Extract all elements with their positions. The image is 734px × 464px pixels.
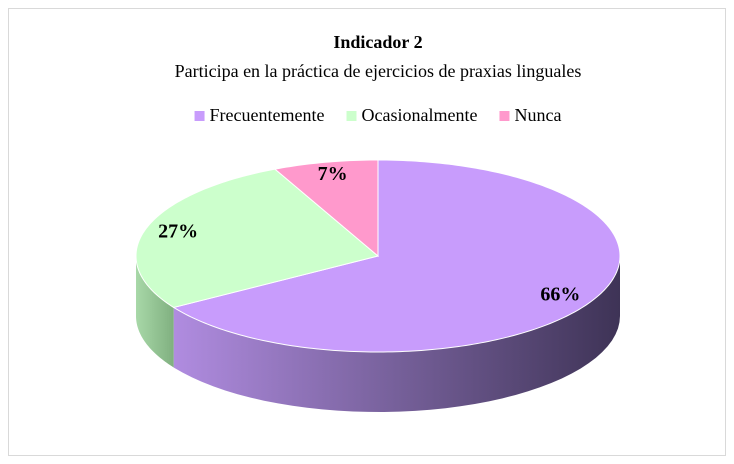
legend-swatch	[499, 111, 510, 121]
pie-slice	[135, 168, 380, 308]
legend-swatch	[194, 111, 205, 121]
legend-item: Frecuentemente	[194, 105, 325, 125]
data-label: 7%	[318, 163, 348, 185]
chart-subtitle: Participa en la práctica de ejercicios d…	[175, 61, 582, 81]
legend-swatch	[346, 111, 357, 121]
legend-item: Ocasionalmente	[346, 105, 478, 125]
legend-item: Nunca	[499, 105, 561, 125]
pie-slice	[273, 159, 379, 258]
chart-title: Indicador 2	[333, 32, 422, 52]
legend-label: Nunca	[514, 105, 561, 125]
pie-slice	[172, 159, 621, 353]
legend-label: Frecuentemente	[210, 105, 325, 125]
data-label: 27%	[158, 221, 198, 243]
data-label: 66%	[540, 283, 580, 305]
legend-label: Ocasionalmente	[362, 105, 478, 125]
pie-slice-side	[173, 256, 621, 412]
pie-slice-side	[136, 256, 174, 368]
